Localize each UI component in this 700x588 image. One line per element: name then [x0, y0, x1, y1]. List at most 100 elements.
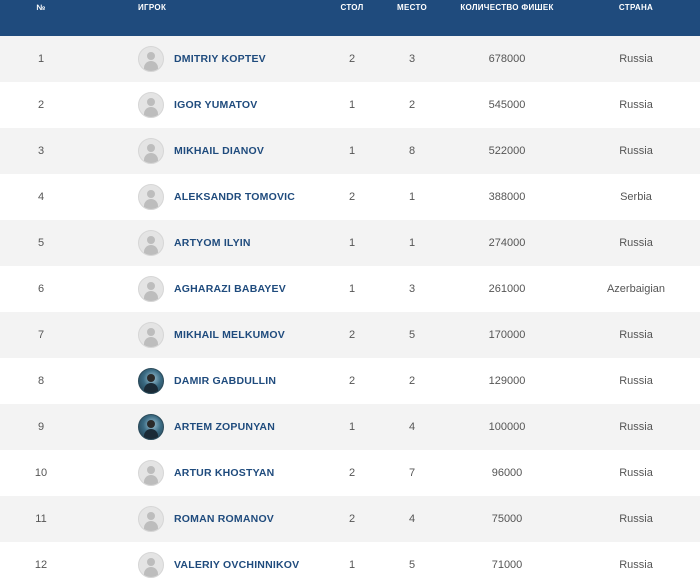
player-name-link[interactable]: ARTYOM ILYIN: [174, 237, 251, 249]
table-row: 11 ROMAN ROMANOV 2 4 75000 Russia: [0, 496, 700, 542]
player-name-link[interactable]: MIKHAIL MELKUMOV: [174, 329, 285, 341]
avatar-body-shape: [144, 521, 158, 531]
avatar-placeholder-icon[interactable]: [138, 92, 164, 118]
avatar-body-shape: [144, 567, 158, 577]
seat-cell: 3: [408, 283, 416, 295]
player-cell: VALERIY OVCHINNIKOV: [82, 552, 322, 578]
header-table[interactable]: СТОЛ: [340, 3, 364, 12]
avatar-placeholder-icon[interactable]: [138, 322, 164, 348]
seat-cell: 2: [408, 375, 416, 387]
avatar-placeholder-icon[interactable]: [138, 184, 164, 210]
avatar-head-shape: [147, 98, 155, 106]
avatar-placeholder-icon[interactable]: [138, 46, 164, 72]
table-row: 10 ARTUR KHOSTYAN 2 7 96000 Russia: [0, 450, 700, 496]
avatar-body-shape: [144, 153, 158, 163]
rank-cell: 1: [37, 53, 45, 65]
chips-cell: 388000: [488, 191, 526, 203]
seat-cell: 3: [408, 53, 416, 65]
country-cell: Russia: [619, 559, 653, 571]
avatar-placeholder-icon[interactable]: [138, 138, 164, 164]
table-cell: 2: [348, 375, 356, 387]
chips-cell: 261000: [488, 283, 526, 295]
player-cell: DAMIR GABDULLIN: [82, 368, 322, 394]
header-number[interactable]: №: [36, 3, 46, 12]
seat-cell: 1: [408, 237, 416, 249]
rank-cell: 8: [37, 375, 45, 387]
player-name-link[interactable]: DMITRIY KOPTEV: [174, 53, 266, 65]
rank-cell: 3: [37, 145, 45, 157]
table-header: № ИГРОК СТОЛ МЕСТО КОЛИЧЕСТВО ФИШЕК СТРА…: [0, 0, 700, 36]
chips-cell: 545000: [488, 99, 526, 111]
table-row: 3 MIKHAIL DIANOV 1 8 522000 Russia: [0, 128, 700, 174]
header-player[interactable]: ИГРОК: [138, 3, 167, 12]
player-cell: MIKHAIL DIANOV: [82, 138, 322, 164]
player-name-link[interactable]: ARTEM ZOPUNYAN: [174, 421, 276, 433]
chips-cell: 96000: [491, 467, 523, 479]
avatar-head-shape: [147, 512, 155, 520]
table-row: 9 ARTEM ZOPUNYAN 1 4 100000 Russia: [0, 404, 700, 450]
avatar-placeholder-icon[interactable]: [138, 276, 164, 302]
player-name-link[interactable]: VALERIY OVCHINNIKOV: [174, 559, 300, 571]
player-name-link[interactable]: AGHARAZI BABAYEV: [174, 283, 286, 295]
player-cell: ARTUR KHOSTYAN: [82, 460, 322, 486]
player-name-link[interactable]: ARTUR KHOSTYAN: [174, 467, 275, 479]
country-cell: Russia: [619, 329, 653, 341]
player-name-link[interactable]: IGOR YUMATOV: [174, 99, 258, 111]
avatar-body-shape: [144, 199, 158, 209]
country-cell: Russia: [619, 421, 653, 433]
avatar-placeholder-icon[interactable]: [138, 506, 164, 532]
player-name-link[interactable]: ALEKSANDR TOMOVIC: [174, 191, 296, 203]
table-row: 2 IGOR YUMATOV 1 2 545000 Russia: [0, 82, 700, 128]
country-cell: Russia: [619, 99, 653, 111]
seat-cell: 5: [408, 559, 416, 571]
seat-cell: 7: [408, 467, 416, 479]
table-row: 7 MIKHAIL MELKUMOV 2 5 170000 Russia: [0, 312, 700, 358]
seat-cell: 4: [408, 513, 416, 525]
avatar-head-shape: [147, 558, 155, 566]
player-cell: ARTYOM ILYIN: [82, 230, 322, 256]
avatar-placeholder-icon[interactable]: [138, 230, 164, 256]
player-cell: IGOR YUMATOV: [82, 92, 322, 118]
player-name-link[interactable]: DAMIR GABDULLIN: [174, 375, 277, 387]
table-row: 8 DAMIR GABDULLIN 2 2 129000 Russia: [0, 358, 700, 404]
table-row: 1 DMITRIY KOPTEV 2 3 678000 Russia: [0, 36, 700, 82]
header-chips[interactable]: КОЛИЧЕСТВО ФИШЕК: [460, 3, 554, 12]
country-cell: Serbia: [620, 191, 652, 203]
player-name-link[interactable]: ROMAN ROMANOV: [174, 513, 275, 525]
avatar-photo[interactable]: [138, 414, 164, 440]
rank-cell: 2: [37, 99, 45, 111]
table-cell: 1: [348, 99, 356, 111]
table-cell: 1: [348, 237, 356, 249]
chips-cell: 71000: [491, 559, 523, 571]
player-name-link[interactable]: MIKHAIL DIANOV: [174, 145, 265, 157]
avatar-placeholder-icon[interactable]: [138, 460, 164, 486]
player-cell: DMITRIY KOPTEV: [82, 46, 322, 72]
avatar-head-shape: [147, 328, 155, 336]
rank-cell: 12: [34, 559, 48, 571]
table-cell: 1: [348, 421, 356, 433]
chips-cell: 522000: [488, 145, 526, 157]
avatar-body-shape: [144, 61, 158, 71]
avatar-placeholder-icon[interactable]: [138, 552, 164, 578]
rank-cell: 6: [37, 283, 45, 295]
seat-cell: 2: [408, 99, 416, 111]
player-cell: ALEKSANDR TOMOVIC: [82, 184, 322, 210]
table-cell: 2: [348, 329, 356, 341]
chips-cell: 678000: [488, 53, 526, 65]
avatar-photo[interactable]: [138, 368, 164, 394]
rank-cell: 11: [35, 513, 47, 525]
player-cell: ARTEM ZOPUNYAN: [82, 414, 322, 440]
avatar-body-shape: [144, 107, 158, 117]
seat-cell: 5: [408, 329, 416, 341]
chips-cell: 100000: [488, 421, 526, 433]
country-cell: Russia: [619, 53, 653, 65]
country-cell: Azerbaigian: [606, 283, 666, 295]
avatar-head-shape: [147, 236, 155, 244]
seat-cell: 1: [408, 191, 416, 203]
header-seat[interactable]: МЕСТО: [397, 3, 427, 12]
rank-cell: 9: [37, 421, 45, 433]
header-country[interactable]: СТРАНА: [618, 3, 654, 12]
rank-cell: 5: [37, 237, 45, 249]
country-cell: Russia: [619, 145, 653, 157]
